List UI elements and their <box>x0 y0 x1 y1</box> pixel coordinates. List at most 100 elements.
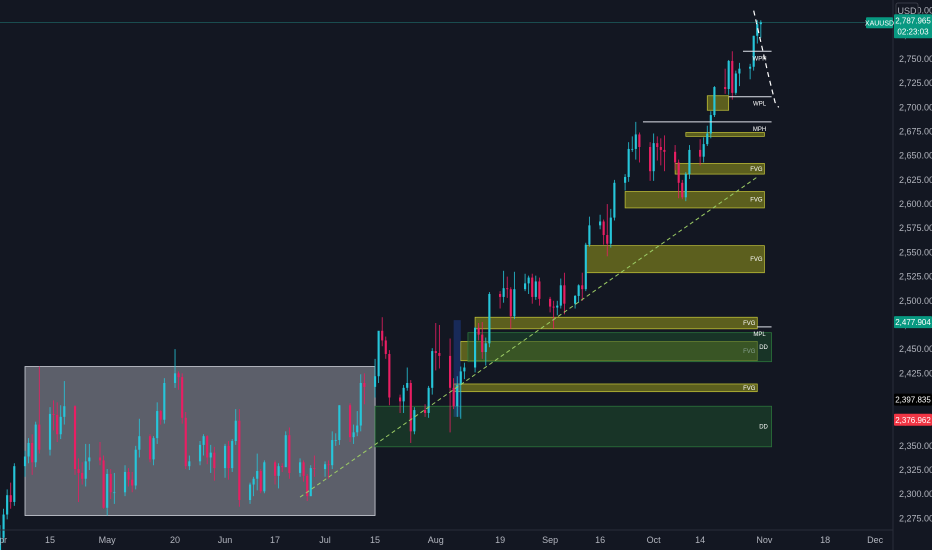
candle-body <box>509 289 512 317</box>
candle-body <box>556 305 559 308</box>
candle-body <box>306 475 309 497</box>
candle-body <box>223 445 227 469</box>
candle-body <box>338 405 341 441</box>
candle-body <box>323 464 327 470</box>
candle-body <box>123 471 127 493</box>
candle-body <box>724 87 727 89</box>
candle-body <box>181 377 184 418</box>
level-label-wpl: WPL <box>753 102 767 108</box>
candle-body <box>531 277 534 297</box>
price-tick-label: 2,325.000 <box>899 465 932 475</box>
fvg-label-5: FVG <box>743 321 756 327</box>
price-tag-1 <box>894 393 932 406</box>
fvg-label-7: FVG <box>743 386 756 392</box>
price-tag-label-2: 2,376.962 <box>895 416 931 425</box>
candle-body <box>48 413 52 450</box>
candle-body <box>98 457 102 461</box>
candles-layer <box>0 20 762 550</box>
candle-body <box>688 149 691 175</box>
candle-body <box>499 294 502 297</box>
dd-label-9: DD <box>759 345 768 351</box>
fvg-label-4: FVG <box>750 257 763 263</box>
candle-body <box>609 217 612 244</box>
candle-body <box>402 387 405 402</box>
price-tick-label: 2,600.000 <box>899 199 932 209</box>
candle-body <box>352 432 355 438</box>
candle-body <box>534 281 537 297</box>
price-tick-label: 2,550.000 <box>899 247 932 257</box>
candle-body <box>356 425 359 433</box>
price-tick-label: 2,725.000 <box>899 78 932 88</box>
candle-body <box>202 436 205 445</box>
candle-body <box>606 235 609 244</box>
level-label-mph: MPH <box>753 127 766 133</box>
level-label-wph: WPH <box>753 56 767 62</box>
fvg-zone-4 <box>585 245 765 274</box>
candle-body <box>713 87 716 116</box>
candle-body <box>727 60 730 89</box>
candle-body <box>109 473 112 493</box>
candle-body <box>506 288 509 290</box>
candle-body <box>624 176 627 183</box>
time-tick-label: Apr <box>0 535 7 545</box>
candle-body <box>23 456 27 467</box>
candle-body <box>438 353 441 356</box>
fvg-zone-7 <box>453 383 758 393</box>
candle-body <box>113 492 116 494</box>
candle-body <box>377 330 380 377</box>
fvg-zone-1 <box>685 132 765 137</box>
candle-body <box>348 405 352 438</box>
time-axis[interactable]: Apr 15 May 20 Jun 17 Jul 15 Aug 19 Sep 16 Oct 14 Nov 18… <box>0 535 884 545</box>
candle-body <box>699 149 702 157</box>
candle-body <box>513 289 516 317</box>
candle-body <box>27 442 30 457</box>
candle-body <box>749 66 752 69</box>
price-tick-label: 2,525.000 <box>899 272 932 282</box>
range-box-layer <box>24 366 376 516</box>
candle-body <box>277 466 280 476</box>
countdown-label: 02:23:03 <box>897 27 929 36</box>
price-tick-label: 2,625.000 <box>899 175 932 185</box>
time-tick-label: Nov <box>756 535 773 545</box>
candle-body <box>681 182 684 198</box>
zones-layer: FVGFVGFVGFVGFVGFVGDDDD <box>374 95 772 448</box>
candle-body <box>6 495 9 515</box>
candle-body <box>656 143 659 148</box>
candle-body <box>213 452 216 469</box>
candle-body <box>148 436 152 460</box>
candle-body <box>413 410 416 432</box>
candle-body <box>652 143 655 172</box>
candle-body <box>56 414 59 435</box>
candle-body <box>281 466 284 468</box>
candle-body <box>52 413 55 415</box>
candle-body <box>384 340 387 354</box>
candle-body <box>156 411 159 439</box>
candle-body <box>481 334 484 353</box>
symbol-tag <box>866 17 893 29</box>
time-tick-label: 15 <box>370 535 380 545</box>
candle-body <box>231 441 234 469</box>
candle-body <box>549 298 552 307</box>
candle-body <box>627 148 630 177</box>
candle-body <box>677 162 680 183</box>
candle-body <box>502 288 505 297</box>
range-box <box>24 366 376 516</box>
price-axis-background[interactable] <box>893 0 932 550</box>
candle-body <box>273 462 277 476</box>
fvg-label-2: FVG <box>750 167 763 173</box>
candle-body <box>659 147 662 150</box>
candle-body <box>631 148 634 150</box>
price-tag-2 <box>894 413 932 426</box>
candle-body <box>381 330 384 341</box>
price-tag-0 <box>894 316 932 329</box>
time-tick-label: Sep <box>542 535 558 545</box>
candle-body <box>327 464 330 466</box>
time-tick-label: Aug <box>428 535 444 545</box>
price-tick-label: 2,650.000 <box>899 151 932 161</box>
candle-body <box>409 382 412 432</box>
candle-body <box>2 514 5 538</box>
currency-label: USD <box>897 6 917 16</box>
candle-body <box>649 147 652 172</box>
candle-body <box>452 387 455 407</box>
